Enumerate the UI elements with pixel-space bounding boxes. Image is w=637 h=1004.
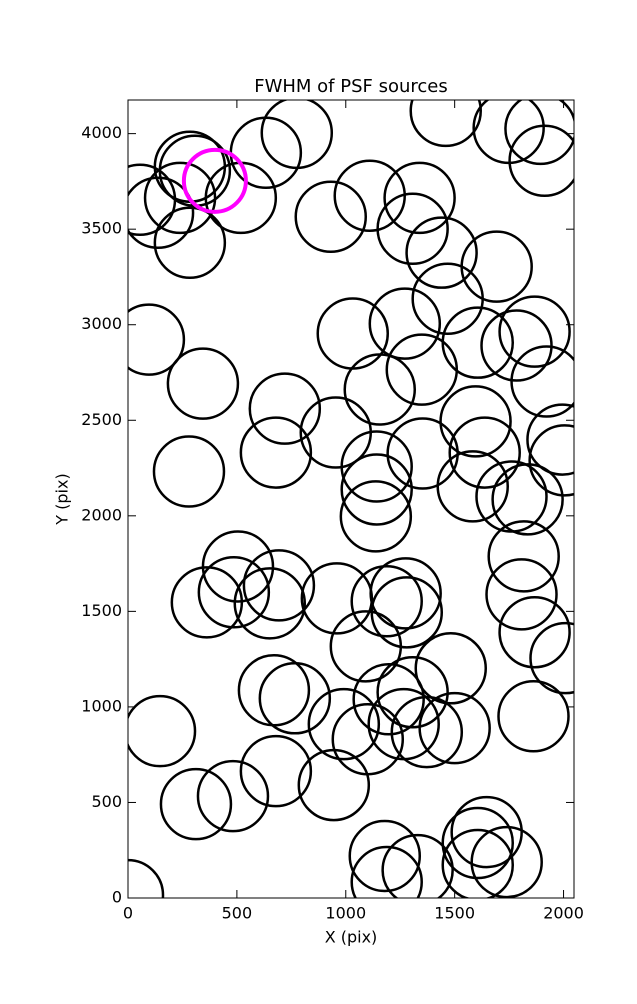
source-circle [418, 691, 491, 765]
source-circle [239, 416, 313, 489]
source-circle [233, 567, 307, 640]
y-tick-label: 3500 [81, 219, 122, 238]
source-circle [369, 557, 442, 630]
source-circle [348, 819, 422, 893]
source-circle [441, 806, 514, 880]
source-circle [352, 663, 425, 736]
source-circle [128, 303, 186, 376]
source-circle [128, 858, 165, 898]
y-tick-label: 1000 [81, 696, 122, 715]
source-circle [331, 702, 405, 776]
y-axis-label: Y (pix) [53, 473, 72, 525]
x-tick-label: 1500 [434, 904, 475, 923]
source-circle [498, 595, 571, 669]
highlighted-source [181, 147, 248, 214]
source-circle [350, 564, 423, 638]
source-circle [248, 372, 322, 445]
source-circle [386, 417, 459, 490]
source-circle [307, 687, 381, 761]
source-circle [383, 161, 456, 235]
source-circle [153, 206, 227, 279]
source-circle [460, 230, 533, 303]
source-circle [376, 655, 449, 729]
source-circle [448, 416, 521, 489]
source-circle [316, 297, 389, 370]
source-circle [196, 759, 270, 833]
source-circle [152, 435, 226, 508]
source-circle [340, 430, 413, 503]
source-circle [480, 309, 553, 382]
source-circle [128, 176, 195, 249]
source-circle [441, 828, 514, 898]
x-tick-label: 2000 [543, 904, 584, 923]
y-tick-label: 0 [112, 888, 122, 907]
source-circle [485, 558, 558, 631]
axes-frame [127, 99, 575, 899]
source-circle [390, 695, 464, 769]
source-circle [159, 767, 233, 841]
source-circle [405, 216, 478, 289]
source-circle [166, 347, 240, 420]
source-circle [508, 124, 574, 198]
x-tick-label: 0 [123, 904, 133, 923]
plot-area [128, 100, 574, 898]
source-circle [414, 632, 487, 705]
x-tick-label: 1000 [325, 904, 366, 923]
source-circle [368, 287, 442, 360]
x-axis-label: X (pix) [325, 928, 378, 947]
y-tick-label: 3000 [81, 314, 122, 333]
source-circle [339, 480, 413, 553]
source-circle [385, 333, 459, 406]
source-circle [475, 460, 548, 533]
x-tick-label: 500 [222, 904, 253, 923]
source-circle [470, 825, 543, 898]
y-tick-label: 2000 [81, 505, 122, 524]
source-circle [381, 833, 454, 898]
source-circle [528, 424, 574, 497]
source-circle [450, 795, 523, 869]
source-circle [350, 845, 423, 898]
chart-title: FWHM of PSF sources [254, 76, 448, 97]
source-circle [340, 453, 413, 526]
source-circle [487, 520, 560, 593]
source-circle [439, 385, 512, 458]
y-tick-label: 2500 [81, 410, 122, 429]
source-circle [333, 159, 406, 232]
source-circle [529, 621, 574, 695]
source-circle [409, 100, 482, 148]
y-tick-label: 500 [91, 792, 122, 811]
source-circle [239, 734, 313, 808]
source-circle [504, 100, 574, 166]
source-circle [294, 180, 367, 254]
source-circle [498, 295, 571, 368]
y-tick-label: 1500 [81, 601, 122, 620]
source-circle [329, 610, 403, 683]
source-circle [197, 556, 271, 629]
source-circle [526, 403, 574, 476]
source-circle [170, 566, 244, 639]
source-circle [510, 345, 574, 418]
source-circle [258, 662, 332, 735]
source-circle [128, 694, 197, 768]
source-circle [242, 549, 316, 622]
y-tick-label: 4000 [81, 123, 122, 142]
source-circle [497, 680, 570, 753]
